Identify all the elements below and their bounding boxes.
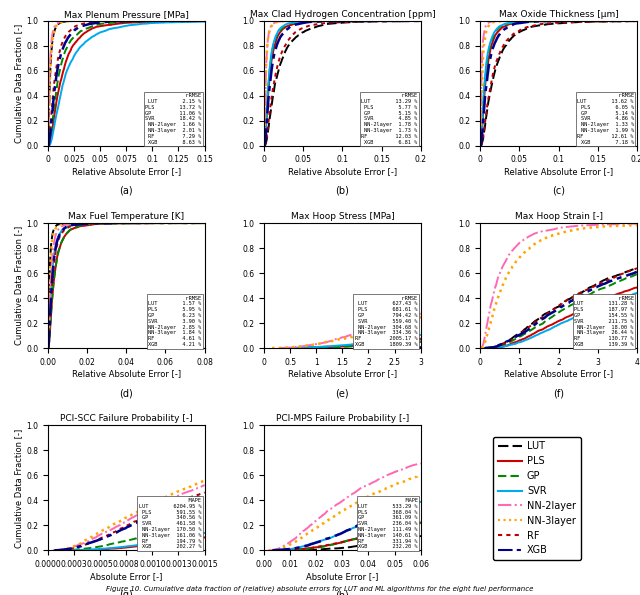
Title: Max Hoop Strain [-]: Max Hoop Strain [-] xyxy=(515,212,602,221)
Title: Max Hoop Stress [MPa]: Max Hoop Stress [MPa] xyxy=(291,212,394,221)
Text: rRMSE
LUT        1.57 %
PLS        5.95 %
GP         6.23 %
SVR        3.90 %
NN: rRMSE LUT 1.57 % PLS 5.95 % GP 6.23 % SV… xyxy=(148,296,202,347)
Text: MAPE
LUT        6204.95 %
PLS        591.55 %
GP         340.56 %
SVR        461: MAPE LUT 6204.95 % PLS 591.55 % GP 340.5… xyxy=(139,498,202,549)
Text: Figure 10. Cumulative data fraction of (relative) absolute errors for LUT and ML: Figure 10. Cumulative data fraction of (… xyxy=(106,585,534,592)
X-axis label: Relative Absolute Error [-]: Relative Absolute Error [-] xyxy=(288,369,397,378)
Text: (d): (d) xyxy=(120,388,133,398)
Text: rRMSE
LUT        13.62 %
PLS        6.05 %
GP         5.14 %
SVR        4.86 %
N: rRMSE LUT 13.62 % PLS 6.05 % GP 5.14 % S… xyxy=(577,93,634,145)
Y-axis label: Cumulative Data Fraction [-]: Cumulative Data Fraction [-] xyxy=(14,226,24,345)
X-axis label: Relative Absolute Error [-]: Relative Absolute Error [-] xyxy=(72,369,181,378)
Text: (g): (g) xyxy=(120,590,133,595)
Y-axis label: Cumulative Data Fraction [-]: Cumulative Data Fraction [-] xyxy=(14,24,24,143)
X-axis label: Relative Absolute Error [-]: Relative Absolute Error [-] xyxy=(504,167,613,176)
Title: Max Clad Hydrogen Concentration [ppm]: Max Clad Hydrogen Concentration [ppm] xyxy=(250,10,435,18)
X-axis label: Absolute Error [-]: Absolute Error [-] xyxy=(306,572,379,581)
Text: (c): (c) xyxy=(552,186,565,196)
X-axis label: Relative Absolute Error [-]: Relative Absolute Error [-] xyxy=(504,369,613,378)
Text: (b): (b) xyxy=(335,186,349,196)
Title: Max Plenum Pressure [MPa]: Max Plenum Pressure [MPa] xyxy=(64,10,189,18)
Text: (a): (a) xyxy=(120,186,133,196)
Text: (e): (e) xyxy=(335,388,349,398)
Text: MAPE
LUT        533.29 %
PLS        368.04 %
GP         361.09 %
SVR        236.: MAPE LUT 533.29 % PLS 368.04 % GP 361.09… xyxy=(358,498,417,549)
Text: rRMSE
LUT        627.43 %
PLS        681.61 %
GP         794.42 %
SVR        559: rRMSE LUT 627.43 % PLS 681.61 % GP 794.4… xyxy=(355,296,417,347)
Title: PCI-MPS Failure Probability [-]: PCI-MPS Failure Probability [-] xyxy=(276,414,409,423)
Title: PCI-SCC Failure Probability [-]: PCI-SCC Failure Probability [-] xyxy=(60,414,193,423)
Title: Max Oxide Thickness [μm]: Max Oxide Thickness [μm] xyxy=(499,10,618,18)
Title: Max Fuel Temperature [K]: Max Fuel Temperature [K] xyxy=(68,212,184,221)
Text: rRMSE
LUT        13.29 %
PLS        5.77 %
GP         5.15 %
SVR        4.85 %
N: rRMSE LUT 13.29 % PLS 5.77 % GP 5.15 % S… xyxy=(362,93,417,145)
Y-axis label: Cumulative Data Fraction [-]: Cumulative Data Fraction [-] xyxy=(14,428,24,547)
Text: (h): (h) xyxy=(335,590,349,595)
X-axis label: Relative Absolute Error [-]: Relative Absolute Error [-] xyxy=(72,167,181,176)
Legend: LUT, PLS, GP, SVR, NN-2layer, NN-3layer, RF, XGB: LUT, PLS, GP, SVR, NN-2layer, NN-3layer,… xyxy=(493,437,580,560)
X-axis label: Relative Absolute Error [-]: Relative Absolute Error [-] xyxy=(288,167,397,176)
Text: rRMSE
LUT        131.28 %
PLS        187.97 %
GP         154.55 %
SVR        211: rRMSE LUT 131.28 % PLS 187.97 % GP 154.5… xyxy=(574,296,634,347)
X-axis label: Absolute Error [-]: Absolute Error [-] xyxy=(90,572,163,581)
Text: (f): (f) xyxy=(553,388,564,398)
Text: rRMSE
LUT        2.15 %
PLS        13.72 %
GP         11.06 %
SVR        18.42 %: rRMSE LUT 2.15 % PLS 13.72 % GP 11.06 % … xyxy=(145,93,202,145)
